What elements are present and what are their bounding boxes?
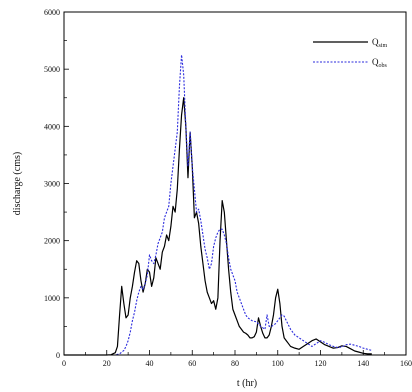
y-tick-label-1000: 1000: [44, 294, 60, 303]
y-tick-label-4000: 4000: [44, 122, 60, 131]
legend-label-qobs-base: Q: [372, 57, 379, 67]
labels-layer: 0 20 40 60 80 100 120 140 160 0 1000 2000 3000 4000 50…: [44, 8, 412, 368]
legend-label-qsim: Qsim: [372, 37, 388, 49]
x-tick-label-120: 120: [315, 359, 327, 368]
x-tick-label-100: 100: [272, 359, 284, 368]
y-axis-title: discharge (cms): [12, 152, 23, 215]
legend-label-qsim-sub: sim: [379, 43, 388, 49]
x-tick-label-80: 80: [231, 359, 239, 368]
series-line-qobs: [64, 54, 372, 356]
legend-label-qsim-base: Q: [372, 37, 379, 47]
x-tick-label-40: 40: [146, 359, 154, 368]
x-tick-label-0: 0: [62, 359, 66, 368]
x-tick-label-20: 20: [103, 359, 111, 368]
legend-label-qobs-sub: obs: [379, 63, 388, 69]
legend-label-qobs: Qobs: [372, 57, 388, 69]
y-tick-label-3000: 3000: [44, 180, 60, 189]
series-line-qsim: [64, 97, 372, 356]
x-tick-label-160: 160: [400, 359, 412, 368]
y-tick-label-2000: 2000: [44, 237, 60, 246]
y-tick-label-6000: 6000: [44, 8, 60, 17]
y-tick-label-5000: 5000: [44, 65, 60, 74]
x-axis-title: t (hr): [237, 378, 257, 389]
legend: Qsim Qobs: [313, 37, 388, 69]
x-tick-label-60: 60: [188, 359, 196, 368]
axes-layer: [63, 11, 407, 356]
y-tick-label-0: 0: [56, 351, 60, 360]
x-tick-label-140: 140: [357, 359, 369, 368]
series-layer: [64, 54, 372, 356]
